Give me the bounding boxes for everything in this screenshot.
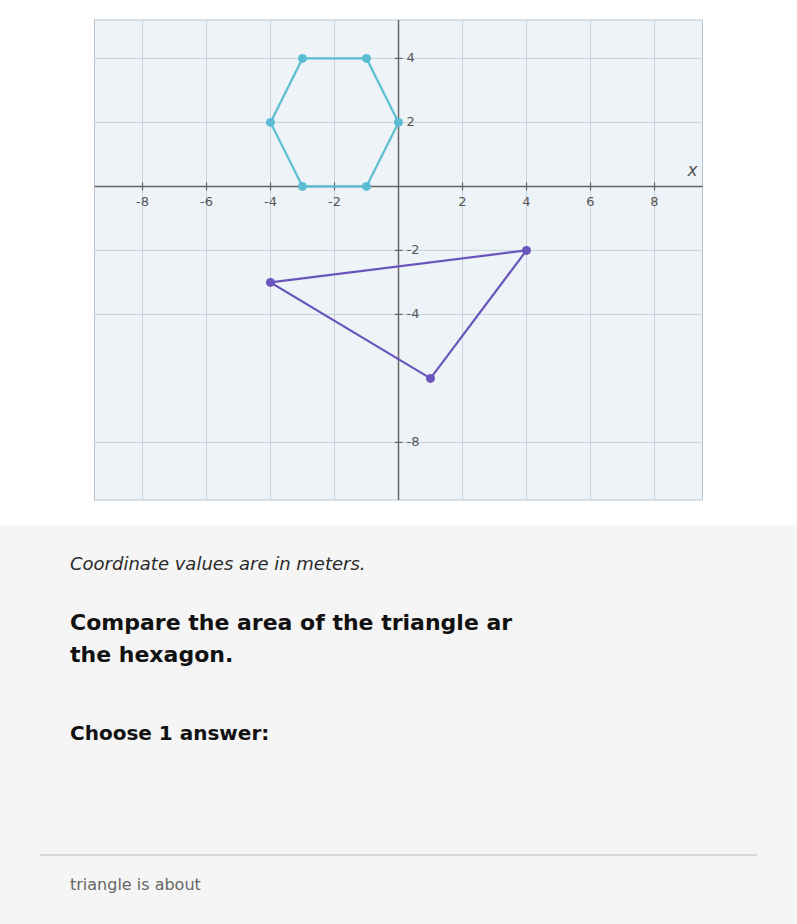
vertex-point — [426, 374, 435, 383]
annotation: Coordinate values are in meters. — [70, 553, 366, 574]
x-tick-label: -2 — [328, 194, 341, 209]
grid-line-x — [206, 20, 207, 500]
x-tick — [142, 182, 143, 190]
axes: -8 -6 -4 -2 2 4 6 8 -8 -4 -2 2 4 x — [95, 20, 703, 500]
vertex-point — [266, 118, 275, 127]
annotation-line: Compare the area of the triangle ar — [70, 610, 512, 635]
plot-area — [95, 20, 703, 500]
vertex-point — [298, 182, 307, 191]
grid-line-y — [95, 442, 703, 443]
vertex-point — [362, 182, 371, 191]
grid-line-y — [95, 314, 703, 315]
annotation: Compare the area of the triangle ar the h… — [70, 610, 512, 667]
x-axis-label: x — [686, 160, 698, 180]
y-tick-label: 4 — [407, 50, 415, 65]
grid-line-y — [95, 58, 703, 59]
grid-line-x — [142, 20, 143, 500]
x-tick-label: -8 — [136, 194, 149, 209]
x-tick — [526, 182, 527, 190]
y-axis — [398, 20, 400, 500]
y-tick — [395, 250, 403, 251]
vertex-point — [394, 118, 403, 127]
y-tick-label: 2 — [407, 114, 415, 129]
x-tick-label: 6 — [586, 194, 594, 209]
x-tick-label: 4 — [522, 194, 530, 209]
y-tick — [395, 58, 403, 59]
vertex-point — [266, 278, 275, 287]
y-tick-label: -2 — [407, 242, 420, 257]
x-tick-label: 2 — [458, 194, 466, 209]
grid-line-y — [95, 250, 703, 251]
grid-line-x — [590, 20, 591, 500]
x-tick — [206, 182, 207, 190]
x-tick-label: -4 — [264, 194, 277, 209]
x-tick-label: -6 — [200, 194, 213, 209]
grid-line-x — [334, 20, 335, 500]
y-tick — [395, 314, 403, 315]
polygon-outline — [271, 58, 399, 186]
vertex-point — [298, 54, 307, 63]
vertex-point — [362, 54, 371, 63]
x-tick — [462, 182, 463, 190]
separator — [40, 855, 757, 856]
annotation-line: the hexagon. — [70, 642, 233, 667]
y-tick-label: -4 — [407, 306, 420, 321]
x-tick-label: 8 — [650, 194, 658, 209]
y-tick — [395, 442, 403, 443]
x-tick — [590, 182, 591, 190]
x-tick — [270, 182, 271, 190]
x-tick — [654, 182, 655, 190]
data — [266, 54, 531, 383]
grid-line-x — [462, 20, 463, 500]
polygon-outline — [271, 250, 527, 378]
vertex-point — [522, 246, 531, 255]
grid-line-x — [654, 20, 655, 500]
chart: -8 -6 -4 -2 2 4 6 8 -8 -4 -2 2 4 x Coordinate values a… — [0, 0, 797, 924]
text-section: Coordinate values are in meters. Compare … — [0, 525, 797, 924]
grid-line-x — [526, 20, 527, 500]
text-background — [0, 525, 797, 924]
grid — [95, 20, 703, 500]
annotation: Choose 1 answer: — [70, 721, 269, 745]
grid-line-x — [270, 20, 271, 500]
annotation: triangle is about — [70, 875, 201, 894]
y-tick-label: -8 — [407, 434, 420, 449]
